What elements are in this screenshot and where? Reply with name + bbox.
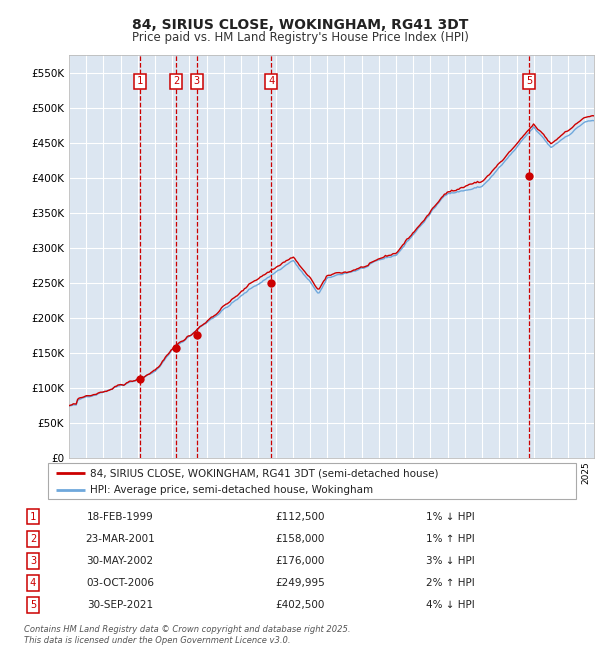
Text: 84, SIRIUS CLOSE, WOKINGHAM, RG41 3DT: 84, SIRIUS CLOSE, WOKINGHAM, RG41 3DT: [132, 18, 468, 32]
Text: 4% ↓ HPI: 4% ↓ HPI: [425, 600, 475, 610]
Text: £402,500: £402,500: [275, 600, 325, 610]
Text: 23-MAR-2001: 23-MAR-2001: [85, 534, 155, 543]
Text: 03-OCT-2006: 03-OCT-2006: [86, 578, 154, 588]
Text: 3% ↓ HPI: 3% ↓ HPI: [425, 556, 475, 566]
Text: 1% ↓ HPI: 1% ↓ HPI: [425, 512, 475, 521]
Text: £112,500: £112,500: [275, 512, 325, 521]
Text: Contains HM Land Registry data © Crown copyright and database right 2025.
This d: Contains HM Land Registry data © Crown c…: [24, 625, 350, 645]
Text: 30-MAY-2002: 30-MAY-2002: [86, 556, 154, 566]
Text: 5: 5: [526, 77, 533, 86]
Text: 84, SIRIUS CLOSE, WOKINGHAM, RG41 3DT (semi-detached house): 84, SIRIUS CLOSE, WOKINGHAM, RG41 3DT (s…: [90, 469, 439, 478]
Text: 1: 1: [137, 77, 143, 86]
Text: £249,995: £249,995: [275, 578, 325, 588]
Text: Price paid vs. HM Land Registry's House Price Index (HPI): Price paid vs. HM Land Registry's House …: [131, 31, 469, 44]
Text: 18-FEB-1999: 18-FEB-1999: [86, 512, 154, 521]
Text: 3: 3: [30, 556, 36, 566]
Text: 4: 4: [268, 77, 274, 86]
Text: 30-SEP-2021: 30-SEP-2021: [87, 600, 153, 610]
Text: 1: 1: [30, 512, 36, 521]
Text: £158,000: £158,000: [275, 534, 325, 543]
Text: 2: 2: [173, 77, 179, 86]
Text: 1% ↑ HPI: 1% ↑ HPI: [425, 534, 475, 543]
Text: 2% ↑ HPI: 2% ↑ HPI: [425, 578, 475, 588]
FancyBboxPatch shape: [48, 463, 576, 499]
Text: £176,000: £176,000: [275, 556, 325, 566]
Text: 3: 3: [193, 77, 200, 86]
Text: HPI: Average price, semi-detached house, Wokingham: HPI: Average price, semi-detached house,…: [90, 486, 373, 495]
Text: 4: 4: [30, 578, 36, 588]
Text: 5: 5: [30, 600, 36, 610]
Text: 2: 2: [30, 534, 36, 543]
